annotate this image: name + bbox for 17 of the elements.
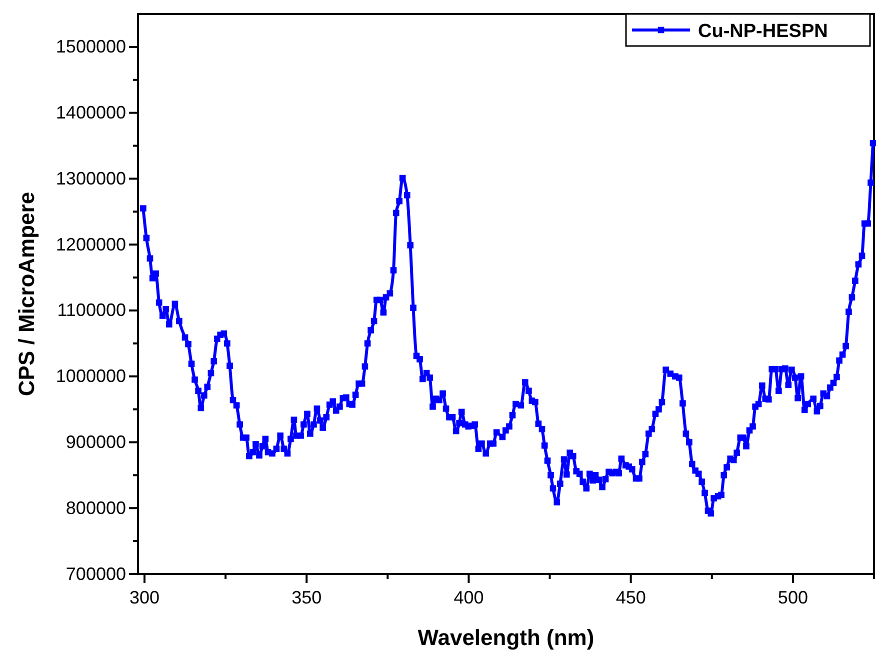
x-axis-title: Wavelength (nm) bbox=[418, 625, 594, 650]
y-tick-label: 700000 bbox=[66, 564, 126, 584]
y-tick-label: 1200000 bbox=[56, 234, 126, 254]
x-tick-label: 450 bbox=[616, 588, 646, 608]
y-tick-label: 1300000 bbox=[56, 168, 126, 188]
x-tick-label: 500 bbox=[778, 588, 808, 608]
x-tick-label: 400 bbox=[454, 588, 484, 608]
legend-label: Cu-NP-HESPN bbox=[698, 21, 828, 42]
y-tick-label: 1000000 bbox=[56, 366, 126, 386]
x-tick-label: 350 bbox=[292, 588, 322, 608]
y-tick-label: 1500000 bbox=[56, 36, 126, 57]
y-tick-label: 900000 bbox=[66, 432, 126, 452]
y-axis-title: CPS / MicroAmpere bbox=[14, 192, 39, 396]
y-tick-label: 1400000 bbox=[56, 102, 126, 123]
y-tick-label: 1100000 bbox=[57, 300, 126, 320]
x-tick-label: 300 bbox=[129, 588, 160, 608]
y-tick-label: 800000 bbox=[66, 498, 126, 518]
